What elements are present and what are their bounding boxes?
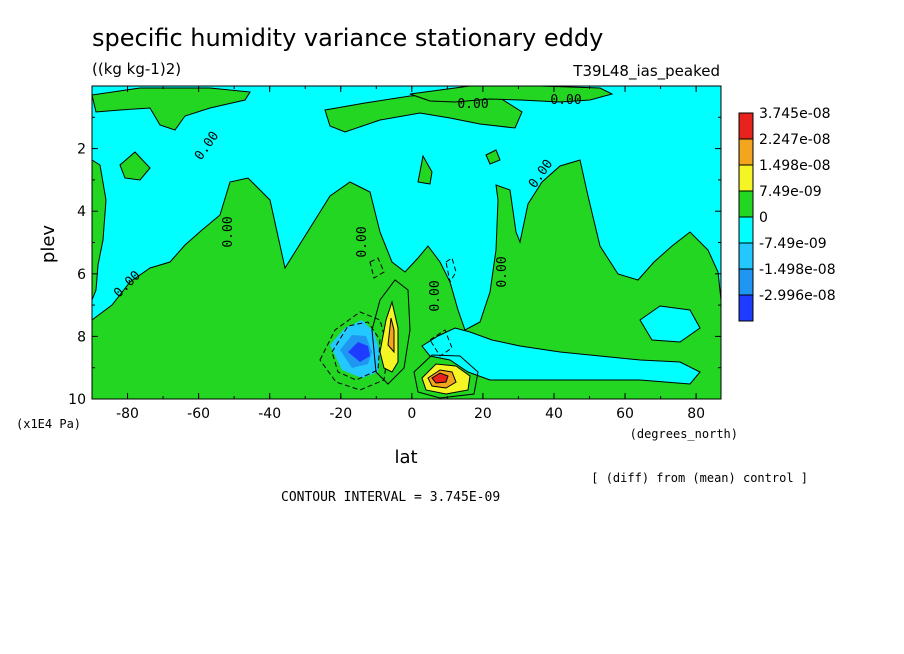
legend-label: 3.745e-08 (759, 106, 831, 122)
negative-region (421, 327, 701, 385)
y-axis-units: (x1E4 Pa) (16, 417, 81, 431)
x-tick-label: -60 (187, 406, 210, 422)
legend-swatch (738, 190, 754, 218)
run-label: T39L48_ias_peaked (572, 62, 720, 81)
positive-peak (387, 317, 395, 354)
contour-label: 0.00 (550, 93, 581, 108)
chart-title: specific humidity variance stationary ed… (92, 24, 603, 52)
x-tick-label: -40 (258, 406, 281, 422)
y-axis-label: plev (38, 225, 59, 264)
color-legend: 3.745e-08 2.247e-08 1.498e-08 7.49e-09 0 -7.4… (738, 106, 836, 322)
negative-contour (369, 257, 385, 279)
positive-contour (413, 354, 479, 399)
x-axis: -80 -60 -40 -20 0 20 40 60 80 (91, 86, 705, 422)
positive-peak (431, 372, 449, 384)
negative-region (348, 342, 370, 362)
legend-label: 1.498e-08 (759, 158, 831, 174)
diff-note: [ (diff) from (mean) control ] (591, 471, 808, 485)
y-tick-label: 4 (77, 204, 86, 220)
contour-label: 0.00 (221, 216, 236, 247)
plot-area (92, 86, 721, 399)
x-axis-label: lat (394, 447, 417, 468)
legend-swatch (738, 216, 754, 244)
positive-contour (371, 279, 411, 385)
x-axis-units: (degrees_north) (630, 427, 738, 441)
x-tick-label: 60 (616, 406, 634, 422)
positive-region (92, 159, 107, 301)
legend-swatch (738, 294, 754, 322)
y-tick-label: 6 (77, 267, 86, 283)
legend-swatch (738, 268, 754, 296)
x-tick-label: 40 (545, 406, 563, 422)
contour-interval: CONTOUR INTERVAL = 3.745E-09 (281, 490, 500, 505)
y-tick-label: 2 (77, 142, 86, 158)
x-tick-label: 20 (474, 406, 492, 422)
x-tick-label: 80 (687, 406, 705, 422)
legend-swatch (738, 138, 754, 166)
legend-label: 2.247e-08 (759, 132, 831, 148)
legend-label: -1.498e-08 (759, 262, 836, 278)
chart-units: ((kg kg-1)2) (92, 60, 181, 78)
contour-label: 0.00 (457, 97, 488, 112)
legend-swatch (738, 112, 754, 140)
negative-contour (331, 321, 381, 381)
legend-label: 0 (759, 210, 768, 226)
positive-region (92, 87, 251, 131)
x-tick-label: -20 (329, 406, 352, 422)
contour-label: 0.00 (355, 226, 370, 257)
negative-contour (445, 257, 457, 284)
x-tick-label: -80 (116, 406, 139, 422)
positive-region (417, 154, 433, 185)
y-axis: 2 4 6 8 10 (68, 116, 721, 408)
legend-label: -7.49e-09 (759, 236, 827, 252)
y-tick-label: 8 (77, 329, 86, 345)
x-tick-label: 0 (407, 406, 416, 422)
positive-region (92, 159, 721, 399)
contour-label: 0.00 (428, 280, 443, 311)
legend-label: 7.49e-09 (759, 184, 822, 200)
legend-label: -2.996e-08 (759, 288, 836, 304)
positive-regions (92, 86, 721, 399)
negative-region (639, 305, 701, 343)
positive-contours (371, 279, 479, 399)
positive-region (119, 151, 151, 181)
legend-swatch (738, 164, 754, 192)
positive-region (409, 86, 614, 103)
legend-swatch (738, 242, 754, 270)
y-tick-label: 10 (68, 392, 86, 408)
negative-contour (429, 329, 453, 357)
positive-region (485, 149, 501, 165)
contour-label: 0.00 (495, 256, 510, 287)
